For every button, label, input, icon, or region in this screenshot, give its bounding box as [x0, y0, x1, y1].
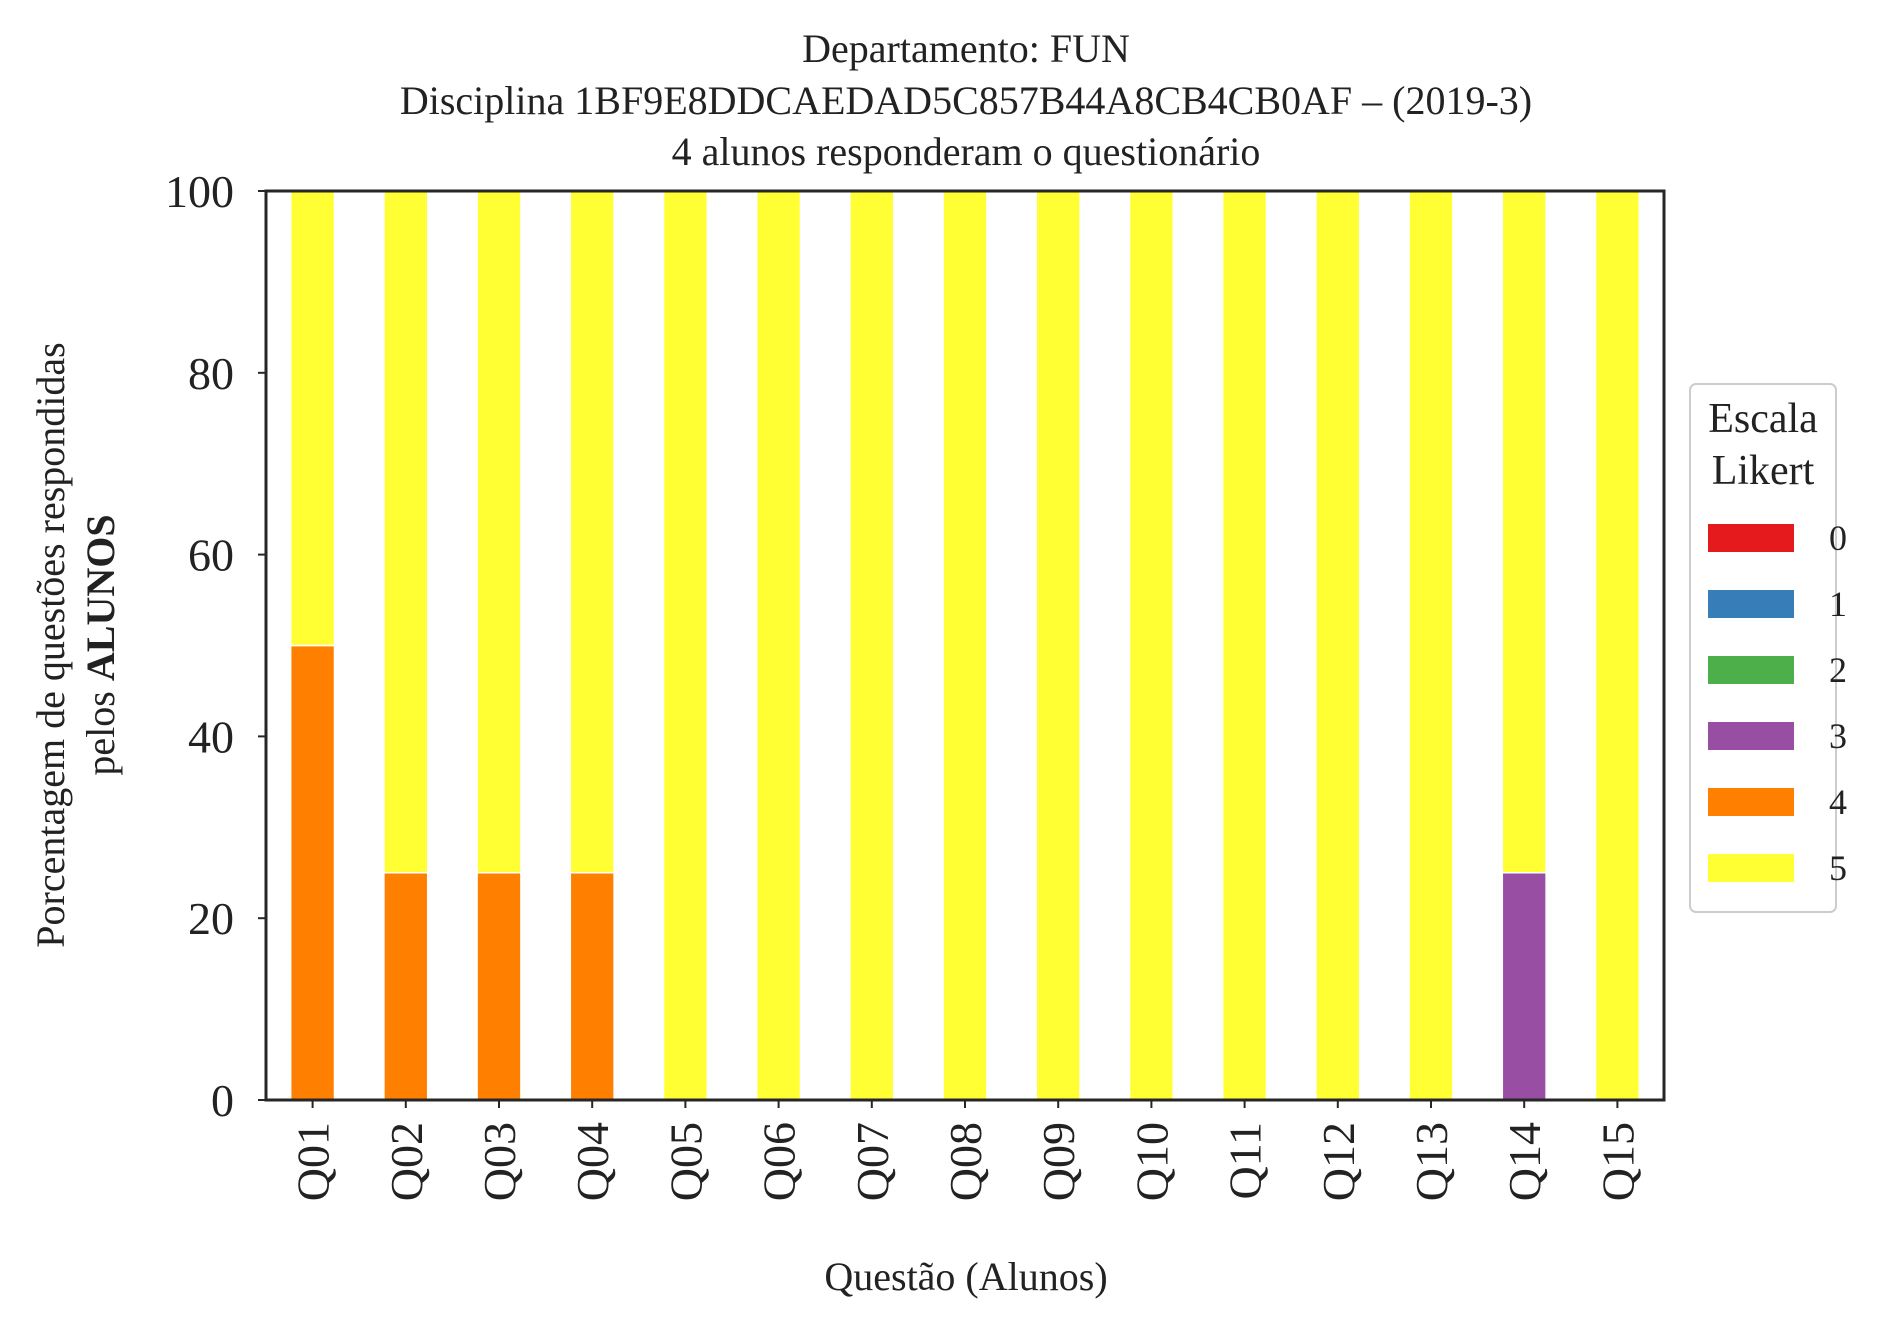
title-line-3: 4 alunos responderam o questionário — [672, 129, 1261, 174]
y-axis-label-bold: ALUNOS — [78, 514, 123, 681]
legend-swatch-2 — [1708, 656, 1794, 684]
x-tick-label: Q03 — [474, 1122, 525, 1201]
bar-Q12-escala-5 — [1315, 190, 1361, 1101]
y-axis-label-line-2: pelos ALUNOS — [78, 514, 123, 775]
x-axis: Q01 Q02 Q03 Q04 Q05 Q06 Q07 Q08 Q09 Q10 Q11 Q12 Q13 Q… — [288, 1100, 1643, 1201]
chart-title: Departamento: FUN Disciplina 1BF9E8DDCAE… — [400, 26, 1532, 174]
x-tick-label: Q01 — [288, 1122, 339, 1201]
bar-Q03-escala-5 — [476, 190, 522, 874]
y-tick-label: 60 — [188, 530, 234, 581]
y-tick-label: 0 — [211, 1075, 234, 1126]
legend-items: 0 1 2 3 4 5 — [1708, 518, 1847, 888]
bar-Q04-escala-4 — [569, 872, 615, 1101]
x-axis-label: Questão (Alunos) — [824, 1254, 1107, 1299]
x-tick-label: Q15 — [1592, 1122, 1643, 1201]
legend-label-0: 0 — [1829, 518, 1847, 558]
legend-frame — [1689, 383, 1837, 913]
x-tick-label: Q11 — [1220, 1122, 1271, 1200]
bar-Q02-escala-5 — [383, 190, 429, 874]
title-line-2: Disciplina 1BF9E8DDCAEDAD5C857B44A8CB4CB… — [400, 78, 1532, 123]
legend-title-line-2: Likert — [1712, 448, 1815, 494]
x-tick-label: Q06 — [754, 1122, 805, 1201]
bar-Q13-escala-5 — [1408, 190, 1454, 1101]
legend-label-1: 1 — [1829, 584, 1847, 624]
y-axis: 0 20 40 60 80 100 — [165, 166, 266, 1126]
y-axis-label-prefix: pelos — [78, 681, 123, 775]
plot-area — [289, 190, 1641, 1101]
x-tick-label: Q14 — [1499, 1122, 1550, 1201]
x-tick-label: Q05 — [660, 1122, 711, 1201]
legend-swatch-1 — [1708, 590, 1794, 618]
legend: Escala Likert 0 1 2 3 4 5 — [1689, 383, 1847, 913]
y-tick-label: 100 — [165, 166, 234, 217]
bar-Q11-escala-5 — [1221, 190, 1268, 1101]
x-tick-label: Q10 — [1126, 1122, 1177, 1201]
x-tick-label: Q13 — [1406, 1122, 1457, 1201]
x-tick-label: Q09 — [1033, 1122, 1084, 1201]
bar-Q01-escala-5 — [289, 190, 336, 647]
bar-Q15-escala-5 — [1594, 190, 1641, 1101]
bar-Q04-escala-5 — [569, 190, 615, 874]
bar-Q09-escala-5 — [1035, 190, 1081, 1101]
legend-label-2: 2 — [1829, 650, 1847, 690]
x-tick-label: Q12 — [1313, 1122, 1364, 1201]
x-tick-label: Q08 — [940, 1122, 991, 1201]
bar-Q06-escala-5 — [755, 190, 802, 1101]
x-tick-label: Q04 — [567, 1122, 618, 1201]
legend-swatch-0 — [1708, 524, 1794, 552]
bar-Q10-escala-5 — [1128, 190, 1175, 1101]
bar-Q14-escala-3 — [1501, 872, 1547, 1101]
legend-swatch-3 — [1708, 722, 1794, 750]
x-tick-label: Q02 — [381, 1122, 432, 1201]
y-axis-label-line-1: Porcentagem de questões respondidas — [28, 342, 73, 947]
title-line-1: Departamento: FUN — [802, 26, 1130, 71]
y-tick-label: 80 — [188, 348, 234, 399]
y-tick-label: 40 — [188, 711, 234, 762]
bar-Q05-escala-5 — [662, 190, 709, 1101]
x-tick-label: Q07 — [847, 1122, 898, 1201]
bar-Q02-escala-4 — [383, 872, 429, 1101]
legend-label-4: 4 — [1829, 782, 1847, 822]
y-axis-label: Porcentagem de questões respondidas pelo… — [28, 342, 123, 947]
y-tick-label: 20 — [188, 893, 234, 944]
bar-Q07-escala-5 — [849, 190, 895, 1101]
legend-label-5: 5 — [1829, 848, 1847, 888]
legend-swatch-4 — [1708, 788, 1794, 816]
legend-title-line-1: Escala — [1708, 396, 1818, 442]
legend-label-3: 3 — [1829, 716, 1847, 756]
bar-Q08-escala-5 — [942, 190, 988, 1101]
legend-swatch-5 — [1708, 854, 1794, 882]
bar-Q14-escala-5 — [1501, 190, 1547, 874]
bar-Q03-escala-4 — [476, 872, 522, 1101]
plot-frame — [264, 189, 1666, 1102]
bar-Q01-escala-4 — [289, 644, 336, 1101]
